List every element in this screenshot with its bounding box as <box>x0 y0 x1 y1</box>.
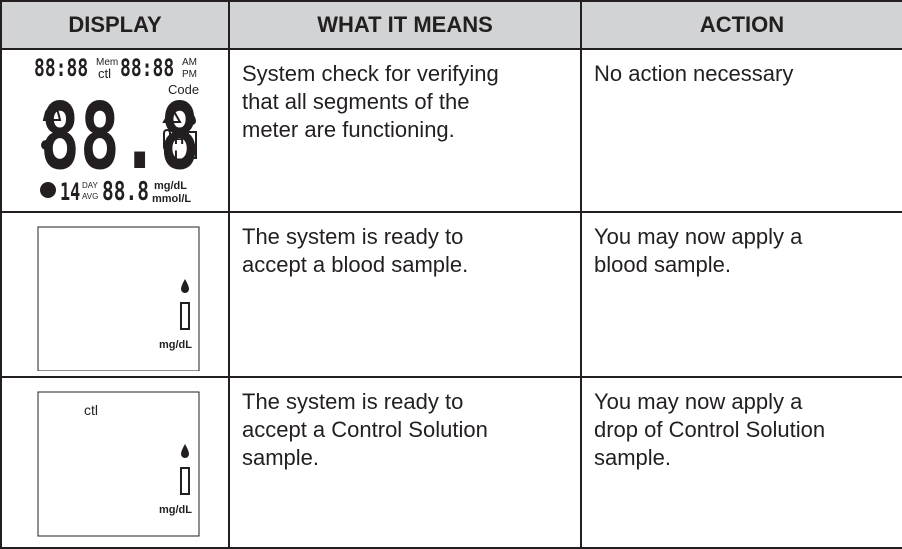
lcd-am: AM <box>182 57 197 68</box>
thermometer-icon <box>163 129 171 151</box>
row: 88:88 Mem ctl 88:88 AM PM Code 88.8 H L … <box>0 48 902 213</box>
text-line: The system is ready to <box>242 389 464 414</box>
warning-icon <box>162 105 182 123</box>
lcd-unit: mg/dL <box>159 339 192 351</box>
lcd-code: Code <box>168 82 199 97</box>
strip-icon <box>180 302 190 330</box>
text-line: No action necessary <box>594 61 794 86</box>
header-cell: DISPLAY <box>0 0 230 50</box>
text-line: drop of Control Solution <box>594 417 826 442</box>
apple-icon <box>40 182 56 198</box>
strip-icon <box>180 467 190 495</box>
lcd-frame <box>37 391 200 537</box>
lcd-mem: Mem <box>96 57 118 68</box>
meaning-cell: The system is ready to accept a Control … <box>228 376 582 549</box>
text-line: meter are functioning. <box>242 117 455 142</box>
display-cell: ctl mg/dL <box>0 376 230 549</box>
text-line: You may now apply a <box>594 389 803 414</box>
row: ctl mg/dL The system is ready to accept … <box>0 376 902 549</box>
bell-icon <box>42 106 62 121</box>
text-line: sample. <box>594 445 672 470</box>
lcd-main: 88.8 <box>40 83 200 190</box>
lcd-unit: mmol/L <box>152 193 191 205</box>
action-cell: You may now apply a blood sample. <box>580 211 902 378</box>
drop-icon <box>181 444 189 458</box>
meaning-cell: System check for verifying that all segm… <box>228 48 582 213</box>
text-line: System check for verifying <box>242 61 499 86</box>
lcd-time: 88:88 <box>120 55 174 83</box>
text-line: blood sample. <box>594 252 731 277</box>
drop-icon <box>181 279 189 293</box>
sun-icon <box>41 140 51 150</box>
display-cell: 88:88 Mem ctl 88:88 AM PM Code 88.8 H L … <box>0 48 230 213</box>
lcd-ctl: ctl <box>84 402 98 418</box>
text-line: The system is ready to <box>242 224 464 249</box>
meaning-cell: The system is ready to accept a blood sa… <box>228 211 582 378</box>
action-cell: No action necessary <box>580 48 902 213</box>
lcd-day: DAY <box>82 181 99 190</box>
text-line: accept a Control Solution <box>242 417 488 442</box>
text-line: that all segments of the <box>242 89 470 114</box>
lcd-avg-value: 88.8 <box>102 177 149 206</box>
lcd-avg: AVG <box>82 192 98 201</box>
lcd-low: L <box>174 147 183 163</box>
lcd-pm: PM <box>182 69 197 80</box>
lcd-time: 88:88 <box>34 55 88 83</box>
lcd-days: 14 <box>60 178 80 206</box>
text-line: You may now apply a <box>594 224 803 249</box>
display-cell: mg/dL <box>0 211 230 378</box>
text-line: sample. <box>242 445 320 470</box>
text-line: accept a blood sample. <box>242 252 469 277</box>
strip-icon <box>187 131 197 159</box>
lcd-unit: mg/dL <box>154 180 187 192</box>
lcd-ctl: ctl <box>98 66 111 81</box>
action-cell: You may now apply a drop of Control Solu… <box>580 376 902 549</box>
lcd-blood: mg/dL <box>37 226 200 372</box>
lcd-unit: mg/dL <box>159 504 192 516</box>
drop-icon <box>188 112 196 125</box>
row: mg/dL The system is ready to accept a bl… <box>0 211 902 378</box>
header-row: DISPLAY WHAT IT MEANS ACTION <box>0 0 902 50</box>
lcd-high: H <box>174 131 184 147</box>
lcd-control: ctl mg/dL <box>37 391 200 537</box>
lcd-full: 88:88 Mem ctl 88:88 AM PM Code 88.8 H L … <box>34 55 200 207</box>
header-cell: ACTION <box>580 0 902 50</box>
header-cell: WHAT IT MEANS <box>228 0 582 50</box>
